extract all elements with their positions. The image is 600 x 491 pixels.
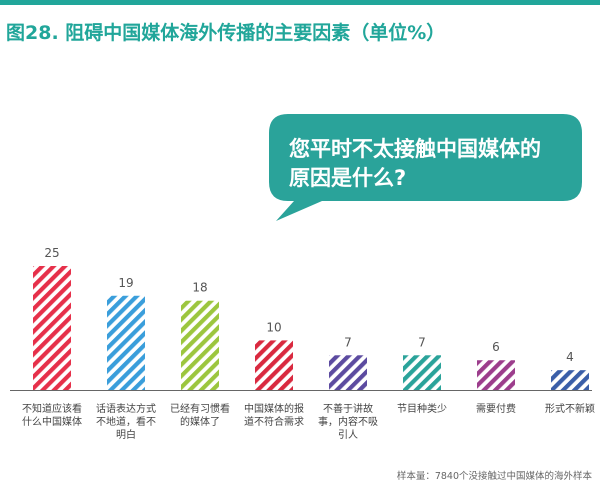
bar-value-label: 18 — [192, 281, 207, 295]
bar-value-label: 7 — [418, 335, 426, 349]
category-label: 不知道应该看什么中国媒体 — [22, 402, 82, 428]
sample-size-footnote: 样本量：7840个没接触过中国媒体的海外样本 — [396, 471, 592, 482]
bar — [107, 295, 145, 390]
chart-title: 图28. 阻碍中国媒体海外传播的主要因素（单位%） — [6, 22, 446, 44]
bar-value-label: 6 — [492, 340, 500, 354]
category-label: 节目种类少 — [397, 402, 447, 415]
bar-value-label: 7 — [344, 335, 352, 349]
category-label: 形式不新颖 — [545, 402, 595, 415]
category-label: 中国媒体的报道不符合需求 — [244, 402, 304, 428]
bar — [477, 360, 515, 390]
category-label: 已经有习惯看的媒体了 — [170, 402, 230, 428]
bar — [181, 300, 219, 390]
category-label: 需要付费 — [476, 402, 516, 415]
bar — [255, 340, 293, 390]
bar — [551, 370, 589, 390]
callout-bubble — [269, 114, 582, 221]
category-label: 不善于讲故事，内容不吸引人 — [318, 402, 378, 441]
bar — [329, 355, 367, 390]
callout-text-line: 原因是什么? — [289, 166, 406, 190]
category-label: 话语表达方式不地道，看不明白 — [96, 402, 156, 441]
bar-value-label: 4 — [566, 350, 574, 364]
bar-value-label: 10 — [266, 320, 281, 334]
bar-value-label: 19 — [118, 276, 133, 290]
bar — [403, 355, 441, 390]
top-accent-bar — [0, 0, 600, 5]
callout-text-line: 您平时不太接触中国媒体的 — [289, 137, 541, 161]
bar — [33, 266, 71, 390]
bar-value-label: 25 — [44, 246, 59, 260]
